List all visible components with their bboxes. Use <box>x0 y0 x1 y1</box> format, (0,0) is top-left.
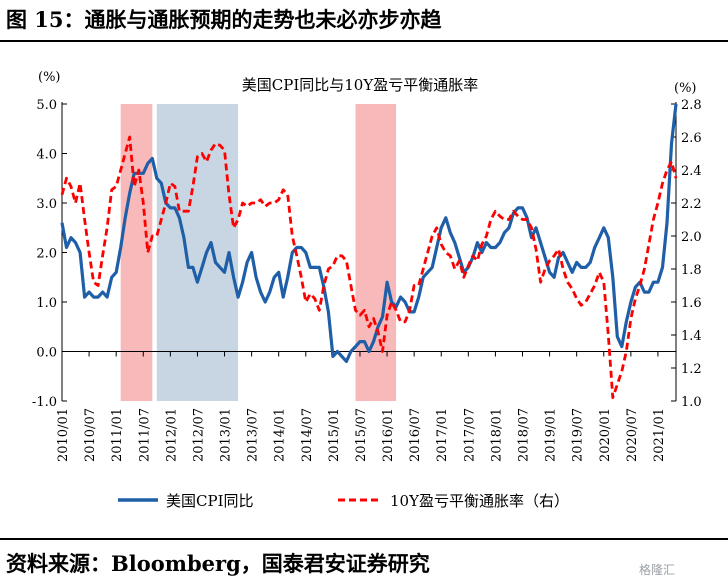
x-tick-label: 2020/07 <box>625 408 640 462</box>
x-tick-label: 2012/01 <box>164 408 179 462</box>
x-tick-label: 2013/07 <box>246 408 261 462</box>
right-tick-label: 1.6 <box>681 296 702 311</box>
x-tick-label: 2014/07 <box>300 408 315 462</box>
top-rule <box>0 40 728 42</box>
figure-title: 图 15：通胀与通胀预期的走势也未必亦步亦趋 <box>6 7 442 32</box>
x-tick-label: 2013/01 <box>219 408 234 462</box>
x-tick-label: 2010/07 <box>83 408 98 462</box>
right-axis-unit-label: (%) <box>674 81 697 96</box>
legend-label-cpi: 美国CPI同比 <box>166 492 254 510</box>
series-lines <box>60 103 678 400</box>
x-tick-label: 2012/07 <box>191 408 206 462</box>
right-tick-label: 1.2 <box>681 362 702 377</box>
x-tick-label: 2015/07 <box>354 408 369 462</box>
left-axis-unit-label: (%) <box>38 70 61 85</box>
left-tick-label: 4.0 <box>36 148 57 163</box>
left-tick-label: 3.0 <box>36 197 57 212</box>
left-tick-label: 2.0 <box>36 247 57 262</box>
right-tick-label: 2.8 <box>681 98 702 113</box>
chart-svg: 美国CPI同比与10Y盈亏平衡通胀率 (%) (%) -1.0 0.0 1.0 2.0… <box>32 70 702 510</box>
x-tick-label: 2019/01 <box>544 408 559 462</box>
x-tick-label: 2016/07 <box>408 408 423 462</box>
right-tick-label: 1.0 <box>681 395 702 410</box>
right-tick-label: 2.6 <box>681 131 702 146</box>
right-tick-label: 1.8 <box>681 263 702 278</box>
legend-label-breakeven: 10Y盈亏平衡通胀率（右） <box>390 492 569 510</box>
x-tick-label: 2011/07 <box>137 408 152 462</box>
source-note: 资料来源：Bloomberg，国泰君安证券研究 <box>6 551 430 576</box>
series-line-cpi <box>60 103 678 363</box>
shaded-periods <box>120 104 397 401</box>
right-tick-label: 2.4 <box>681 164 702 179</box>
axes: -1.0 0.0 1.0 2.0 3.0 4.0 5.0 1.0 1.2 1.4 1.6 1.8 2.0… <box>32 98 702 462</box>
x-tick-label: 2017/07 <box>462 408 477 462</box>
shaded-period-2 <box>355 104 397 401</box>
series-line-breakeven <box>60 135 678 400</box>
x-tick-label: 2016/01 <box>381 408 396 462</box>
legend: 美国CPI同比 10Y盈亏平衡通胀率（右） <box>118 492 569 510</box>
x-tick-label: 2018/01 <box>489 408 504 462</box>
chart-title: 美国CPI同比与10Y盈亏平衡通胀率 <box>242 76 479 94</box>
left-tick-label: 5.0 <box>36 98 57 113</box>
watermark-logo: 格隆汇 <box>639 563 676 577</box>
x-tick-label: 2018/07 <box>517 408 532 462</box>
left-tick-label: -1.0 <box>32 395 57 410</box>
right-tick-label: 2.0 <box>681 230 702 245</box>
bottom-rule <box>0 538 728 540</box>
x-tick-label: 2021/01 <box>652 408 667 462</box>
right-tick-label: 2.2 <box>681 197 702 212</box>
x-tick-label: 2011/01 <box>110 408 125 462</box>
x-tick-label: 2015/01 <box>327 408 342 462</box>
x-tick-label: 2020/01 <box>598 408 613 462</box>
left-tick-label: 1.0 <box>36 296 57 311</box>
left-tick-label: 0.0 <box>36 346 57 361</box>
x-tick-label: 2019/07 <box>571 408 586 462</box>
x-tick-label: 2014/01 <box>273 408 288 462</box>
right-tick-label: 1.4 <box>681 329 702 344</box>
x-tick-label: 2010/01 <box>56 408 71 462</box>
x-tick-label: 2017/01 <box>435 408 450 462</box>
